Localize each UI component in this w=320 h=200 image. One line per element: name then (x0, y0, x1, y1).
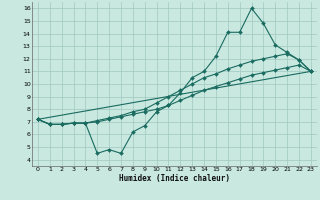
X-axis label: Humidex (Indice chaleur): Humidex (Indice chaleur) (119, 174, 230, 183)
